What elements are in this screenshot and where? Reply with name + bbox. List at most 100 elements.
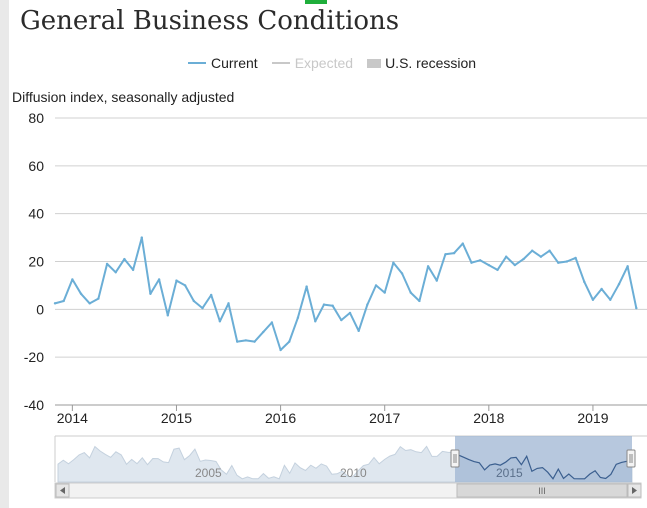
data-point-2019-06[interactable]	[635, 306, 638, 310]
data-point-2016-09[interactable]	[348, 311, 352, 315]
data-point-2018-04[interactable]	[513, 263, 517, 267]
data-point-2017-06[interactable]	[426, 265, 430, 268]
data-point-2017-02[interactable]	[392, 261, 395, 264]
legend-label-recession: U.S. recession	[385, 55, 477, 71]
data-point-2018-01[interactable]	[487, 263, 491, 267]
y-tick-labels: 80 60 40 20 0 -20 -40	[24, 110, 44, 413]
data-point-2014-12[interactable]	[166, 314, 169, 317]
data-point-2016-07[interactable]	[331, 304, 334, 307]
data-point-2015-08[interactable]	[236, 340, 239, 343]
data-point-2017-10[interactable]	[461, 242, 464, 245]
data-point-2016-05[interactable]	[314, 320, 317, 323]
legend-swatch-expected	[271, 62, 290, 64]
data-point-2016-08[interactable]	[340, 318, 343, 322]
y-tick-label: -20	[24, 349, 44, 365]
data-point-2018-06[interactable]	[531, 249, 534, 252]
x-tick-label: 2014	[57, 410, 88, 426]
x-tick-label: 2018	[473, 410, 504, 426]
data-point-2017-01[interactable]	[383, 291, 386, 294]
data-point-2015-05[interactable]	[209, 293, 213, 297]
data-point-2015-01[interactable]	[175, 279, 178, 282]
data-point-2014-07[interactable]	[123, 257, 126, 261]
y-tick-label: -40	[24, 397, 44, 413]
data-point-2016-11[interactable]	[366, 303, 369, 306]
scrollbar-thumb[interactable]	[456, 483, 628, 498]
legend-label-current: Current	[211, 55, 258, 71]
y-tick-label: 20	[28, 254, 44, 270]
data-point-2019-04[interactable]	[617, 283, 621, 286]
data-point-2018-07[interactable]	[539, 255, 543, 258]
data-point-2017-03[interactable]	[400, 272, 404, 275]
data-point-2013-11[interactable]	[53, 302, 57, 305]
data-point-2019-02[interactable]	[600, 287, 603, 291]
y-axis-title: Diffusion index, seasonally adjusted	[12, 89, 235, 105]
data-point-2014-04[interactable]	[97, 297, 100, 300]
data-point-2018-11[interactable]	[574, 256, 577, 260]
data-point-2014-06[interactable]	[114, 271, 117, 274]
data-point-2017-09[interactable]	[452, 251, 456, 255]
legend-item-recession[interactable]: U.S. recession	[367, 55, 476, 71]
data-point-2015-03[interactable]	[192, 299, 196, 303]
data-point-2016-10[interactable]	[357, 329, 360, 333]
data-point-2017-05[interactable]	[418, 299, 421, 303]
data-point-2014-11[interactable]	[157, 278, 161, 281]
data-point-2016-12[interactable]	[374, 284, 378, 287]
y-tick-label: 0	[36, 301, 44, 317]
data-point-2015-02[interactable]	[183, 284, 187, 287]
data-point-2013-12[interactable]	[62, 299, 65, 303]
navigator-selected-range[interactable]	[455, 436, 632, 482]
data-point-2018-12[interactable]	[583, 280, 586, 284]
data-point-2015-10[interactable]	[253, 340, 256, 343]
navigator[interactable]: 2005 2010 2015	[54, 435, 647, 483]
data-point-2016-03[interactable]	[296, 316, 300, 319]
data-point-2014-02[interactable]	[79, 292, 83, 295]
data-point-2018-10[interactable]	[565, 260, 569, 263]
data-point-2018-05[interactable]	[522, 257, 525, 261]
data-point-2014-05[interactable]	[105, 262, 109, 266]
navigator-selected-line	[457, 454, 633, 480]
data-point-2016-04[interactable]	[305, 285, 308, 288]
series-line-current[interactable]	[54, 236, 638, 351]
scrollbar[interactable]: III	[54, 482, 642, 499]
data-point-2014-10[interactable]	[149, 292, 152, 295]
data-point-2016-06[interactable]	[322, 303, 326, 306]
x-tick-labels: 2014 2015 2016 2017 2018 2019	[57, 405, 609, 426]
data-point-2019-05[interactable]	[626, 265, 629, 268]
data-point-2016-01[interactable]	[279, 348, 282, 352]
data-point-2019-01[interactable]	[591, 298, 595, 301]
data-point-2017-12[interactable]	[478, 259, 482, 262]
data-point-2014-01[interactable]	[71, 278, 74, 281]
data-point-2014-08[interactable]	[131, 268, 135, 272]
legend-item-expected[interactable]: Expected	[271, 55, 354, 71]
data-point-2015-04[interactable]	[201, 306, 204, 310]
data-point-2017-08[interactable]	[444, 253, 447, 256]
top-accent-bar	[305, 0, 327, 4]
data-point-2015-07[interactable]	[227, 302, 230, 305]
data-point-2014-03[interactable]	[88, 302, 91, 305]
data-point-2018-09[interactable]	[557, 261, 560, 264]
legend-label-expected: Expected	[294, 55, 354, 71]
data-point-2017-07[interactable]	[435, 279, 438, 282]
y-tick-label: 40	[28, 206, 44, 222]
data-point-2018-08[interactable]	[548, 249, 551, 252]
data-point-2017-11[interactable]	[470, 261, 473, 264]
data-point-2017-04[interactable]	[409, 291, 412, 294]
navigator-label-2015: 2015	[496, 466, 523, 480]
legend-swatch-recession	[367, 58, 382, 68]
x-tick-label: 2016	[265, 410, 296, 426]
x-tick-label: 2019	[577, 410, 608, 426]
data-point-2018-03[interactable]	[504, 255, 508, 258]
legend-item-current[interactable]: Current	[188, 55, 258, 71]
navigator-handle-right[interactable]	[626, 449, 636, 468]
data-point-2015-09[interactable]	[244, 339, 248, 342]
data-point-2014-09[interactable]	[140, 236, 143, 239]
data-point-2016-02[interactable]	[288, 340, 291, 343]
data-point-2015-12[interactable]	[270, 321, 274, 324]
data-point-2015-06[interactable]	[218, 320, 222, 323]
chart-title: General Business Conditions	[20, 6, 400, 36]
navigator-handle-left[interactable]	[450, 449, 460, 468]
data-point-2015-11[interactable]	[262, 330, 265, 334]
data-point-2019-03[interactable]	[609, 298, 612, 301]
data-point-2018-02[interactable]	[496, 268, 499, 272]
